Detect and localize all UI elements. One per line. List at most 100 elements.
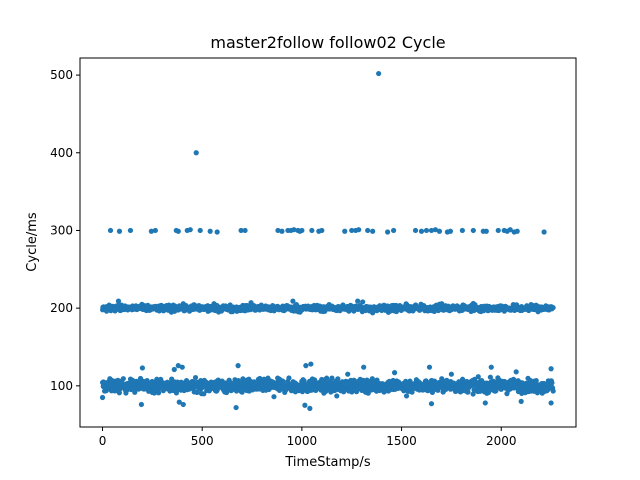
data-point <box>240 376 246 382</box>
data-point <box>513 369 519 375</box>
data-point <box>356 227 362 233</box>
data-point <box>138 401 144 408</box>
data-point <box>156 390 162 396</box>
data-point <box>355 298 361 304</box>
data-point <box>345 371 351 377</box>
data-point <box>233 404 239 411</box>
data-point <box>483 228 489 234</box>
data-point <box>487 374 493 380</box>
data-point <box>514 228 520 234</box>
data-point <box>291 227 297 233</box>
y-axis-ticks: 100 200 300 400 500 <box>50 68 80 393</box>
data-point <box>482 400 488 406</box>
data-point <box>335 376 341 382</box>
data-point <box>548 400 554 406</box>
data-point <box>376 70 382 77</box>
data-point <box>409 389 415 395</box>
data-point <box>120 376 126 382</box>
data-point <box>242 227 248 234</box>
y-tick-label: 500 <box>50 68 73 82</box>
data-point <box>448 371 454 377</box>
data-point <box>390 227 397 234</box>
data-points <box>99 70 556 411</box>
data-point <box>152 227 158 234</box>
data-point <box>319 227 325 234</box>
x-tick-label: 1500 <box>386 434 417 448</box>
chart-title: master2follow follow02 Cycle <box>210 33 445 52</box>
data-point <box>465 389 471 395</box>
data-point <box>365 227 371 234</box>
data-point <box>301 378 307 384</box>
data-point <box>342 228 348 234</box>
data-point <box>548 366 554 372</box>
y-tick-label: 400 <box>50 146 73 160</box>
data-point <box>107 227 114 234</box>
data-point <box>175 228 181 234</box>
data-point <box>302 402 308 408</box>
data-point <box>307 405 313 411</box>
data-point <box>116 228 123 234</box>
data-point <box>271 394 277 400</box>
data-point <box>385 229 391 235</box>
data-point <box>436 228 443 234</box>
data-point <box>303 363 309 369</box>
data-point <box>360 299 366 305</box>
data-point <box>139 365 145 371</box>
data-point <box>238 227 244 234</box>
plot-background <box>80 58 576 427</box>
data-point <box>175 363 181 369</box>
data-point <box>329 375 335 381</box>
data-point <box>432 227 439 233</box>
data-point <box>275 227 281 234</box>
plot-frame <box>79 57 577 428</box>
y-axis-label: Cycle/ms <box>25 212 40 272</box>
data-point <box>518 398 524 404</box>
data-point <box>475 374 481 380</box>
data-point <box>428 401 435 407</box>
data-point <box>495 227 501 234</box>
data-point <box>363 307 369 314</box>
data-point <box>127 227 134 234</box>
data-point <box>99 394 106 401</box>
data-point <box>507 227 513 233</box>
x-tick-label: 0 <box>99 434 107 448</box>
data-point <box>550 305 556 311</box>
data-point <box>193 150 199 156</box>
data-point <box>239 389 245 395</box>
data-point <box>132 389 138 395</box>
data-point <box>201 391 207 397</box>
data-point <box>309 227 315 234</box>
data-point <box>361 364 367 370</box>
data-point <box>379 307 385 314</box>
data-point <box>418 228 425 234</box>
data-point <box>197 227 203 234</box>
x-tick-label: 500 <box>191 434 214 448</box>
data-point <box>286 375 292 381</box>
x-axis-label: TimeStamp/s <box>284 455 370 470</box>
data-point <box>187 227 193 233</box>
data-point <box>447 228 454 234</box>
data-point <box>488 364 494 370</box>
data-point <box>214 229 220 235</box>
data-point <box>426 364 433 370</box>
data-point <box>180 401 186 408</box>
data-point <box>470 227 476 234</box>
x-tick-label: 2000 <box>486 434 517 448</box>
data-point <box>207 228 213 234</box>
data-point <box>436 301 443 307</box>
data-point <box>370 310 376 316</box>
y-tick-label: 300 <box>50 223 73 237</box>
data-point <box>517 307 523 314</box>
data-point <box>428 227 435 234</box>
data-point <box>176 303 182 309</box>
data-point <box>550 388 556 394</box>
data-point <box>459 227 465 234</box>
data-point <box>299 227 305 234</box>
data-point <box>115 298 122 304</box>
data-point <box>248 300 254 306</box>
data-point <box>412 227 419 234</box>
data-point <box>403 393 410 399</box>
data-point <box>179 364 185 370</box>
data-point <box>391 370 398 376</box>
y-tick-label: 200 <box>50 301 73 315</box>
